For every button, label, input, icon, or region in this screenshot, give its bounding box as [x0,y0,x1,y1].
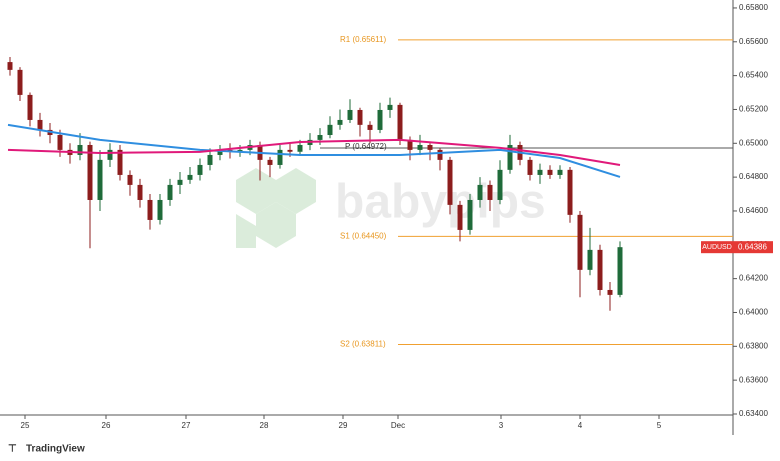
price-tag-bg [701,241,733,254]
candle-body [327,124,333,136]
candle-body [577,214,583,270]
y-tick-label: 0.63600 [739,375,768,384]
candle-body [507,144,513,170]
symbol-tag: AUDUSD [702,244,732,251]
y-tick-label: 0.65200 [739,105,768,114]
candle-body [537,169,543,175]
candle-body [97,159,103,200]
watermark: babypips [335,176,546,229]
candle-body [357,109,363,125]
candle-body [27,94,33,120]
candle-body [587,249,593,270]
pivot-label: S2 (0.63811) [340,340,386,349]
brand-icon: ⊤ [8,444,17,455]
candle-body [477,184,483,200]
candle-body [597,249,603,290]
candle-body [567,169,573,215]
candle-body [187,174,193,180]
candle-body [347,109,353,120]
candle-body [547,169,553,175]
candle-body [497,169,503,200]
candle-body [367,124,373,130]
moving-average [7,123,621,178]
candle-body [377,109,383,130]
candle-body [77,144,83,155]
candle-body [167,184,173,200]
x-tick-label: 5 [657,421,662,430]
x-tick-label: Dec [391,421,405,430]
candle-body [407,139,413,150]
candle-body [177,179,183,185]
candle-body [287,149,293,152]
candle-body [157,199,163,220]
candle-body [237,149,243,152]
candle-body [277,149,283,165]
plot: 0.65800 0.65600 0.65400 0.65200 0.65000 0.648… [7,3,773,430]
brand: TradingView [26,444,85,455]
candle-body [397,104,403,140]
candle-body [387,104,393,110]
moving-average [7,138,621,166]
pivot-label: R1 (0.65611) [340,35,386,44]
y-tick-label: 0.65400 [739,71,768,80]
candle-body [17,69,23,95]
y-tick-label: 0.65000 [739,138,768,147]
price-tag [733,241,773,254]
y-tick-label: 0.64800 [739,172,768,181]
candle-body [37,119,43,130]
pivot-label: S1 (0.64450) [340,231,387,240]
x-tick-label: 26 [102,421,111,430]
candle-body [607,289,613,295]
x-tick-label: 4 [578,421,583,430]
candle-body [127,174,133,185]
y-tick-label: 0.63400 [739,409,768,418]
candle-body [7,62,13,70]
pivot-label: P (0.64972) [345,142,387,151]
y-tick-label: 0.65800 [739,3,768,12]
candle-body [427,144,433,150]
price-tag-label: 0.64386 [738,242,767,251]
candle-body [557,169,563,175]
y-tick-label: 0.64200 [739,274,768,283]
candle-body [107,149,113,160]
candle-body [617,247,623,295]
y-tick-label: 0.63800 [739,341,768,350]
candle-body [117,149,123,175]
candle-body [197,164,203,175]
watermark-logo [236,168,316,248]
candle-body [527,159,533,175]
candle-body [457,204,463,230]
candle-body [87,144,93,200]
candle-body [297,144,303,152]
x-tick-label: 29 [339,421,348,430]
y-tick-label: 0.65600 [739,37,768,46]
x-tick-label: 28 [260,421,269,430]
x-tick-label: 25 [21,421,30,430]
candle-body [487,184,493,200]
candle-body [57,135,63,150]
candle-body [317,135,323,140]
candle-body [467,199,473,230]
candle-body [267,159,273,165]
candle-body [147,199,153,220]
x-tick-label: 27 [182,421,191,430]
candle-body [217,149,223,155]
x-tick-label: 3 [499,421,504,430]
candle-body [417,144,423,150]
candle-body [137,184,143,200]
candle-body [207,154,213,165]
y-tick-label: 0.64000 [739,308,768,317]
candle-body [447,159,453,205]
candle-body [337,119,343,125]
candle-body [437,149,443,160]
y-tick-label: 0.64600 [739,206,768,215]
